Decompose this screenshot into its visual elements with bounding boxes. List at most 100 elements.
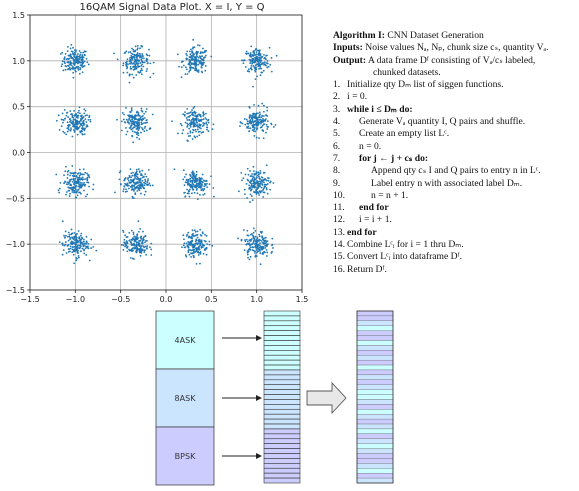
data-point	[256, 186, 258, 189]
data-point	[260, 176, 263, 179]
data-point	[258, 49, 261, 52]
data-point	[261, 248, 264, 251]
data-point	[81, 71, 84, 74]
shuffled-chunk	[356, 443, 394, 449]
data-point	[262, 251, 264, 254]
data-point	[138, 230, 140, 233]
data-point	[257, 183, 260, 185]
data-point	[185, 68, 188, 71]
data-point	[266, 251, 269, 254]
data-point	[145, 253, 148, 256]
data-point	[78, 125, 81, 128]
algorithm-line: 9. Label entry n with associated label Dₘ…	[333, 178, 579, 190]
data-point	[188, 241, 191, 244]
data-point	[256, 59, 259, 61]
data-point	[249, 201, 251, 203]
data-point	[253, 128, 255, 131]
data-point	[185, 173, 187, 176]
data-point	[260, 71, 263, 74]
data-point	[251, 186, 254, 189]
data-point	[256, 127, 258, 130]
data-point	[69, 245, 72, 248]
data-point	[82, 115, 85, 118]
shuffled-chunk	[356, 473, 394, 479]
algorithm-line: 10. n = n + 1.	[333, 190, 579, 202]
data-point	[254, 59, 256, 62]
data-point	[144, 182, 146, 185]
data-point	[78, 106, 81, 109]
data-point	[67, 231, 70, 234]
data-point	[70, 241, 73, 243]
data-point	[138, 138, 141, 140]
algorithm-line: 16. Return Dᶠ.	[333, 264, 579, 276]
data-point	[134, 49, 137, 52]
data-point	[79, 131, 82, 134]
data-point	[202, 114, 205, 117]
data-point	[264, 236, 267, 239]
data-point	[201, 184, 203, 187]
data-point	[62, 69, 65, 72]
data-point	[253, 191, 256, 194]
data-point	[259, 178, 261, 180]
data-point	[237, 237, 239, 240]
data-point	[63, 131, 66, 134]
data-point	[66, 171, 69, 173]
data-point	[133, 174, 136, 177]
data-chunk	[263, 384, 301, 390]
data-point	[113, 52, 115, 55]
data-point	[199, 193, 201, 196]
data-point	[131, 257, 134, 260]
data-point	[83, 178, 85, 181]
data-point	[122, 248, 125, 251]
data-point	[199, 251, 202, 253]
data-point	[200, 246, 203, 249]
data-point	[67, 186, 70, 189]
data-point	[271, 237, 274, 240]
data-point	[133, 55, 135, 58]
data-point	[194, 119, 197, 121]
data-point	[189, 53, 192, 56]
data-point	[188, 50, 191, 53]
data-point	[63, 234, 65, 237]
data-point	[249, 175, 252, 178]
data-point	[272, 182, 275, 184]
data-point	[195, 64, 197, 66]
data-point	[149, 62, 152, 65]
shuffled-chunk	[356, 394, 394, 400]
data-point	[263, 250, 266, 253]
data-point	[249, 62, 252, 64]
data-point	[259, 230, 262, 233]
data-point	[252, 246, 255, 249]
data-point	[263, 171, 266, 174]
scatter-chart: 16QAM Signal Data Plot. X = I, Y = Q −1.…	[6, 2, 309, 304]
data-point	[191, 52, 193, 54]
data-point	[135, 168, 138, 171]
data-point	[132, 50, 135, 53]
data-point	[192, 128, 194, 131]
data-point	[73, 179, 75, 182]
data-point	[252, 61, 254, 63]
data-point	[69, 47, 72, 50]
data-point	[202, 118, 205, 121]
data-point	[69, 53, 72, 56]
data-point	[68, 118, 71, 121]
shuffled-chunk	[356, 409, 394, 415]
data-point	[243, 188, 246, 191]
data-point	[134, 45, 137, 48]
data-point	[129, 126, 132, 129]
data-point	[198, 239, 201, 241]
line-number: 8.	[333, 165, 341, 177]
data-point	[69, 192, 71, 195]
data-point	[132, 120, 135, 123]
data-point	[85, 195, 87, 198]
data-point	[139, 116, 142, 119]
data-point	[254, 120, 257, 122]
data-point	[246, 242, 249, 245]
data-point	[140, 67, 143, 70]
data-point	[70, 57, 73, 60]
data-point	[249, 246, 252, 249]
data-point	[196, 192, 199, 195]
data-point	[257, 171, 260, 174]
data-point	[137, 242, 140, 245]
data-point	[245, 53, 248, 55]
